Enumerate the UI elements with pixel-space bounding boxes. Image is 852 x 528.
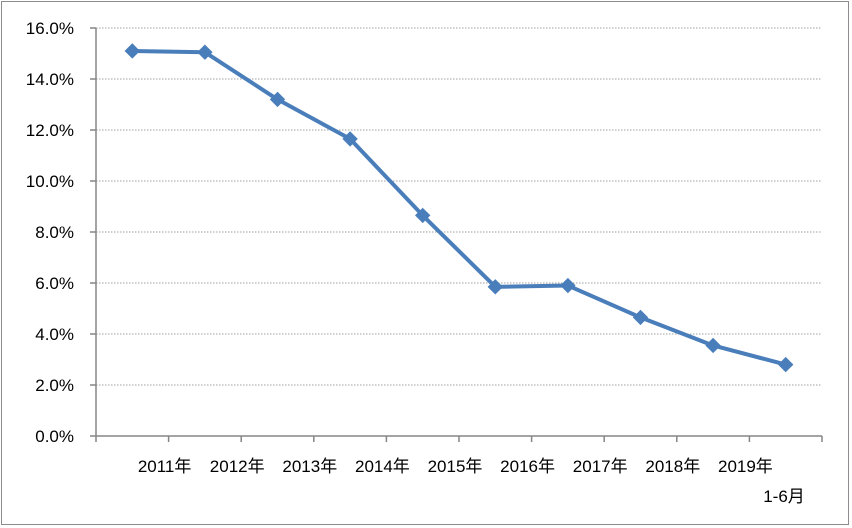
y-tick-label: 6.0% — [35, 274, 74, 293]
x-tick-label: 2016年 — [500, 457, 555, 476]
series — [124, 43, 794, 373]
y-tick-labels: 0.0% 2.0% 4.0% 6.0% 8.0% 10.0% 12.0% 14.0% 16.0% — [26, 19, 74, 446]
data-point-marker — [342, 131, 358, 147]
y-tick-label: 10.0% — [26, 172, 74, 191]
x-tick-label: 2015年 — [428, 457, 483, 476]
data-point-marker — [777, 356, 794, 373]
data-point-marker — [414, 207, 431, 224]
data-point-marker — [487, 279, 504, 295]
series-line — [130, 48, 788, 367]
y-tick-label: 2.0% — [35, 376, 74, 395]
data-point-marker — [560, 277, 576, 294]
x-tick-labels: 2011年 2012年 2013年 2014年 2015年 2016年 2017年 2018年… — [138, 457, 805, 506]
y-tick-label: 12.0% — [26, 121, 74, 140]
x-tick-label: 2011年 — [138, 457, 192, 476]
x-tick-label: 2018年 — [645, 457, 700, 476]
y-tick-label: 8.0% — [35, 223, 74, 242]
gridlines — [96, 27, 822, 386]
data-point-marker — [705, 337, 721, 354]
y-tick-label: 0.0% — [35, 427, 74, 446]
x-tick-label: 1-6月 — [763, 487, 805, 506]
data-point-marker — [197, 44, 213, 60]
y-tick-label: 14.0% — [26, 70, 74, 89]
x-tick-label: 2013年 — [282, 457, 337, 476]
data-point-marker — [269, 91, 286, 108]
y-tick-label: 16.0% — [26, 19, 74, 38]
data-point-marker — [632, 309, 649, 326]
data-point-marker — [124, 43, 141, 59]
axes — [90, 27, 823, 442]
x-tick-label: 2012年 — [210, 457, 265, 476]
x-tick-label: 2014年 — [355, 457, 410, 476]
x-tick-label: 2019年 — [718, 457, 773, 476]
y-tick-label: 4.0% — [35, 325, 74, 344]
x-tick-label: 2017年 — [573, 457, 628, 476]
